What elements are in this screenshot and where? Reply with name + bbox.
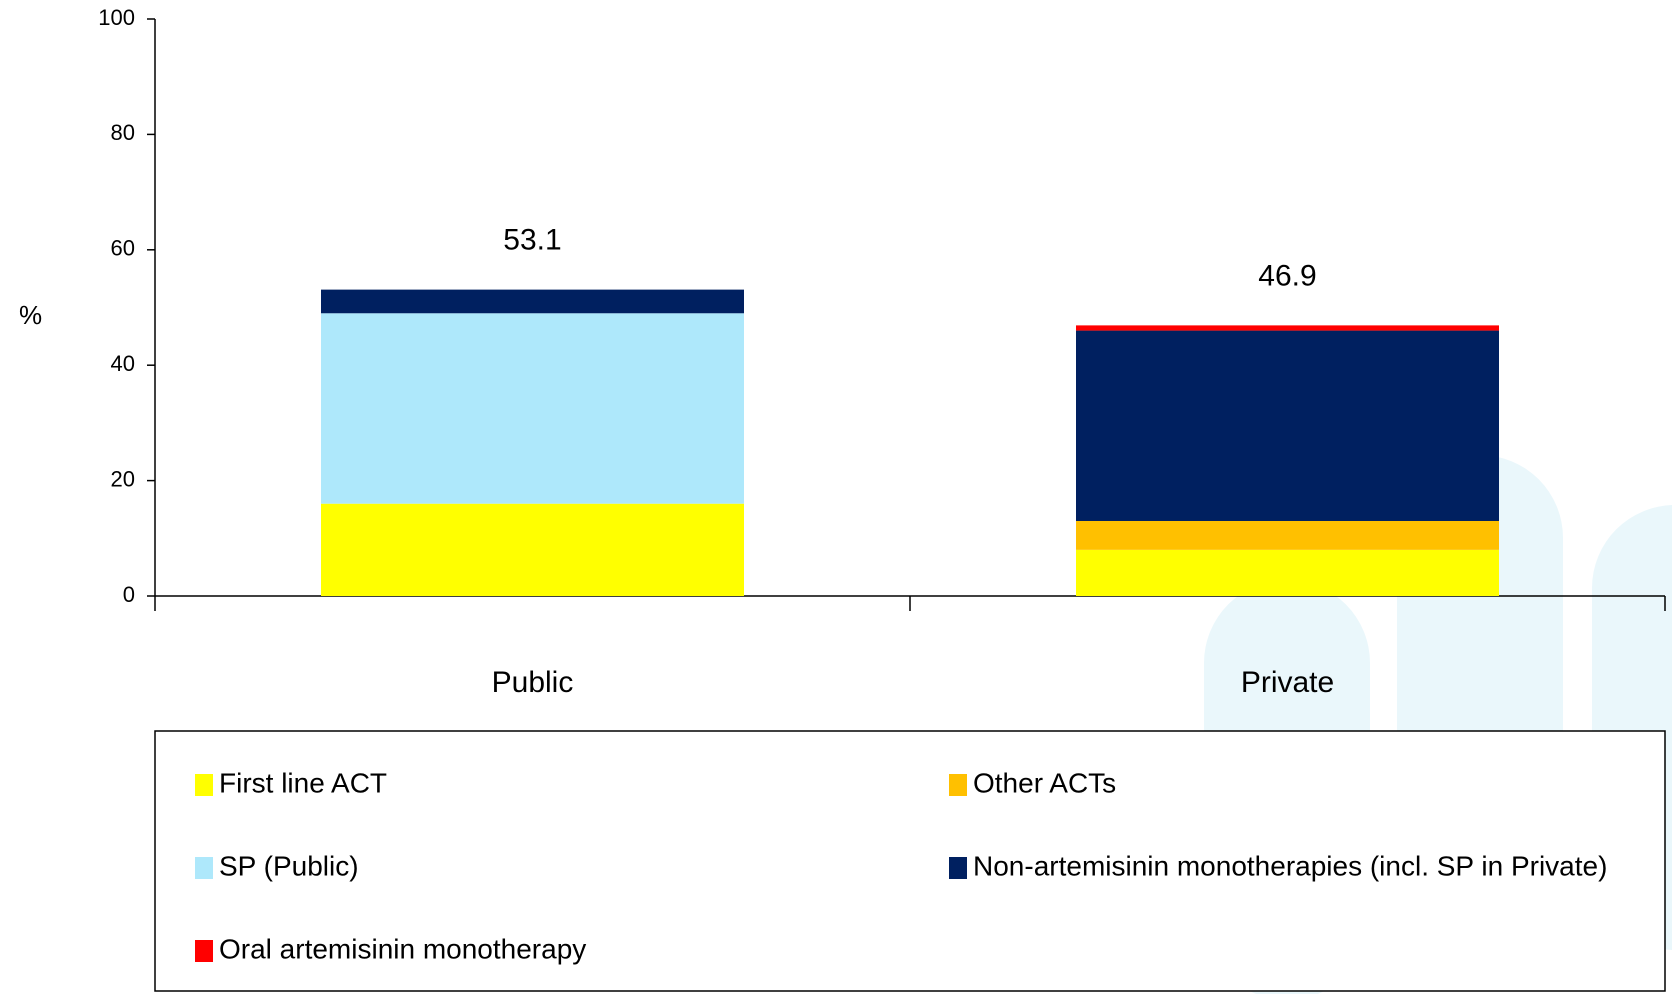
bar-segment: [1076, 549, 1499, 596]
legend-swatch: [195, 774, 213, 796]
legend-label: Non-artemisinin monotherapies (incl. SP …: [973, 850, 1607, 881]
bar-segment: [321, 313, 744, 504]
legend-swatch: [949, 857, 967, 879]
bar-segment: [321, 289, 744, 314]
bar-segment: [1076, 520, 1499, 550]
legend-swatch: [195, 857, 213, 879]
y-axis-label: %: [19, 300, 42, 330]
y-tick-label: 40: [111, 351, 135, 376]
y-tick-label: 0: [123, 582, 135, 607]
bar-segment: [1076, 330, 1499, 521]
legend-label: Other ACTs: [973, 767, 1116, 798]
legend-label: Oral artemisinin monotherapy: [219, 933, 586, 964]
y-tick-label: 60: [111, 236, 135, 261]
legend-swatch: [195, 940, 213, 962]
legend-box: [154, 730, 1666, 992]
y-tick-label: 80: [111, 120, 135, 145]
bar-segment: [1076, 325, 1499, 331]
total-label: 53.1: [503, 224, 561, 257]
legend-label: First line ACT: [219, 767, 387, 798]
legend-label: SP (Public): [219, 850, 359, 881]
x-tick-label: Private: [1241, 666, 1334, 699]
y-tick-label: 100: [98, 5, 135, 30]
bar-segment: [321, 503, 744, 596]
total-label: 46.9: [1258, 259, 1316, 292]
y-tick-label: 20: [111, 466, 135, 491]
x-tick-label: Public: [492, 666, 574, 699]
legend-swatch: [949, 774, 967, 796]
